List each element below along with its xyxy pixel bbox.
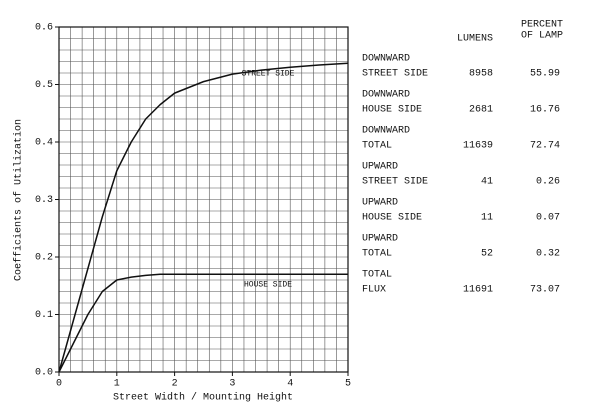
lumens-value: 2681: [469, 105, 493, 116]
lumens-value: 11639: [463, 141, 493, 152]
lumens-value: 41: [481, 177, 493, 188]
row-label: DOWNWARD: [362, 54, 410, 65]
row-label: FLUX: [362, 285, 386, 296]
series-label: STREET SIDE: [242, 69, 295, 78]
x-tick-label: 3: [229, 379, 235, 390]
percent-value: 72.74: [530, 141, 560, 152]
lumens-value: 11691: [463, 285, 493, 296]
row-label: DOWNWARD: [362, 90, 410, 101]
series-line: [58, 273, 348, 373]
y-axis-label: Coefficients of Utilization: [13, 119, 25, 281]
table-header: LUMENS: [457, 34, 493, 45]
y-tick-label: 0.4: [35, 138, 53, 149]
y-tick-label: 0.0: [35, 368, 53, 379]
percent-value: 16.76: [530, 105, 560, 116]
lumens-value: 11: [481, 213, 493, 224]
percent-value: 0.26: [536, 177, 560, 188]
row-label: UPWARD: [362, 234, 398, 245]
row-label: UPWARD: [362, 198, 398, 209]
row-label: TOTAL: [362, 249, 392, 260]
y-tick-label: 0.3: [35, 195, 53, 206]
lumens-value: 52: [481, 249, 493, 260]
row-label: TOTAL: [362, 270, 392, 281]
percent-value: 0.07: [536, 213, 560, 224]
row-label: DOWNWARD: [362, 126, 410, 137]
row-label: STREET SIDE: [362, 69, 428, 80]
x-tick-label: 1: [114, 379, 120, 390]
y-tick-label: 0.5: [35, 80, 53, 91]
y-tick-label: 0.1: [35, 310, 53, 321]
percent-value: 0.32: [536, 249, 560, 260]
percent-value: 55.99: [530, 69, 560, 80]
table-header: PERCENT: [521, 20, 563, 31]
x-tick-label: 2: [172, 379, 178, 390]
table-header: OF LAMP: [521, 31, 563, 42]
row-label: HOUSE SIDE: [362, 213, 422, 224]
x-tick-label: 5: [345, 379, 351, 390]
series-line: [58, 62, 349, 373]
percent-value: 73.07: [530, 285, 560, 296]
row-label: STREET SIDE: [362, 177, 428, 188]
x-tick-label: 0: [56, 379, 62, 390]
y-tick-label: 0.2: [35, 253, 53, 264]
y-tick-label: 0.6: [35, 23, 53, 34]
x-tick-label: 4: [287, 379, 293, 390]
series-label: HOUSE SIDE: [244, 280, 292, 289]
row-label: TOTAL: [362, 141, 392, 152]
row-label: HOUSE SIDE: [362, 105, 422, 116]
row-label: UPWARD: [362, 162, 398, 173]
lumens-value: 8958: [469, 69, 493, 80]
x-axis-label: Street Width / Mounting Height: [113, 392, 293, 404]
